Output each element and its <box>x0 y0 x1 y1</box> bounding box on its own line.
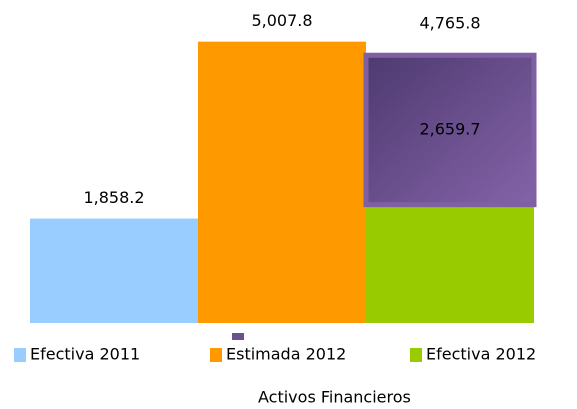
legend-swatch <box>14 348 26 362</box>
bar <box>198 41 366 324</box>
legend-swatch <box>410 348 422 362</box>
legend-label: Efectiva 2011 <box>30 345 140 364</box>
bar <box>366 204 534 323</box>
value-label: 5,007.8 <box>251 11 312 30</box>
value-label: 2,659.7 <box>419 119 480 138</box>
value-label: 1,858.2 <box>83 188 144 207</box>
total-label: 4,765.8 <box>419 14 480 33</box>
legend-label: Activos Financieros <box>258 388 411 407</box>
legend-swatch <box>232 333 244 340</box>
bar <box>363 52 537 208</box>
legend-label: Efectiva 2012 <box>426 345 536 364</box>
legend-label: Estimada 2012 <box>226 345 346 364</box>
legend-swatch <box>210 348 222 362</box>
bar <box>30 218 198 323</box>
